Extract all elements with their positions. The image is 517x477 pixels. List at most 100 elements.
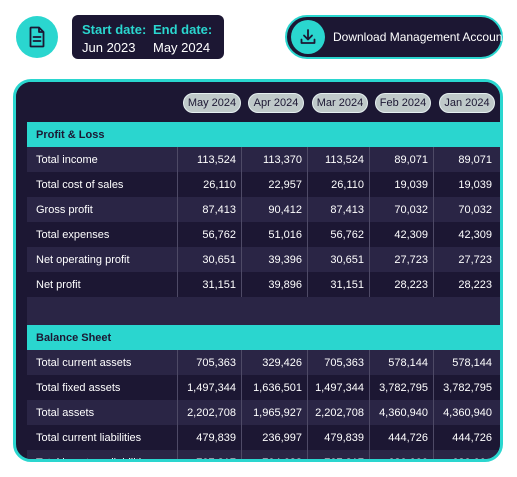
row-value: 42,309	[433, 222, 497, 247]
row-value: 51,016	[241, 222, 307, 247]
download-label: Download Management Accounts	[333, 30, 512, 44]
period-tab-apr-2024[interactable]: Apr 2024	[248, 93, 304, 113]
row-value: 31,151	[177, 272, 241, 297]
row-value: 2,202,708	[177, 400, 241, 425]
row-value: 578,144	[433, 350, 497, 375]
row-value: 26,110	[177, 172, 241, 197]
row-value: 705,363	[307, 350, 369, 375]
row-value: 1,636,501	[241, 375, 307, 400]
row-value: 28,223	[433, 272, 497, 297]
row-value: 30,651	[177, 247, 241, 272]
row-value: 630,000	[369, 450, 433, 459]
row-value: 39,896	[241, 272, 307, 297]
row-value: 236,997	[241, 425, 307, 450]
row-value: 444,726	[369, 425, 433, 450]
period-tab-mar-2024[interactable]: Mar 2024	[312, 93, 368, 113]
balance-sheet-header: Balance Sheet	[27, 325, 500, 350]
row-label: Total cost of sales	[36, 178, 124, 191]
row-value: 89,071	[433, 147, 497, 172]
download-icon	[291, 20, 325, 54]
row-value: 90,412	[241, 197, 307, 222]
row-value: 31,151	[307, 272, 369, 297]
table-row: Total current assets 705,363 329,426 705,36…	[27, 350, 500, 375]
period-tab-feb-2024[interactable]: Feb 2024	[375, 93, 431, 113]
row-value: 70,032	[433, 197, 497, 222]
row-value: 113,524	[177, 147, 241, 172]
profit-loss-rows: Total income 113,524 113,370 113,524 89,071 8…	[27, 147, 500, 297]
row-value: 26,110	[307, 172, 369, 197]
section-spacer	[27, 297, 500, 325]
row-value: 1,965,927	[241, 400, 307, 425]
row-value: 1,497,344	[177, 375, 241, 400]
row-value: 444,726	[433, 425, 497, 450]
row-value: 113,370	[241, 147, 307, 172]
row-value: 707,317	[177, 450, 241, 459]
row-value: 704,633	[241, 450, 307, 459]
row-value: 3,782,795	[433, 375, 497, 400]
document-button[interactable]	[16, 16, 58, 58]
row-value: 19,039	[433, 172, 497, 197]
row-value: 2,202,708	[307, 400, 369, 425]
row-value: 4,360,940	[369, 400, 433, 425]
row-value: 30,651	[307, 247, 369, 272]
table-row: Gross profit 87,413 90,412 87,413 70,032 70,0…	[27, 197, 500, 222]
table-row: Total expenses 56,762 51,016 56,762 42,309 42…	[27, 222, 500, 247]
row-value: 27,723	[433, 247, 497, 272]
accounts-table: Profit & Loss Total income 113,524 113,370…	[27, 122, 500, 460]
start-date: Start date: Jun 2023	[82, 22, 153, 59]
row-label: Total current assets	[36, 356, 132, 369]
row-label: Total assets	[36, 406, 95, 419]
end-date: End date: May 2024	[153, 22, 224, 59]
table-row: Total assets 2,202,708 1,965,927 2,202,708 4…	[27, 400, 500, 425]
row-value: 28,223	[369, 272, 433, 297]
period-tab-jan-2024[interactable]: Jan 2024	[439, 93, 495, 113]
download-management-accounts-button[interactable]: Download Management Accounts	[285, 15, 512, 59]
accounts-table-panel: May 2024 Apr 2024 Mar 2024 Feb 2024 Jan …	[13, 79, 503, 462]
row-label: Total current liabilities	[36, 431, 142, 444]
row-label: Total expenses	[36, 228, 110, 241]
date-range-panel: Start date: Jun 2023 End date: May 2024	[72, 15, 224, 59]
start-date-value: Jun 2023	[82, 40, 136, 55]
row-value: 87,413	[177, 197, 241, 222]
row-value: 39,396	[241, 247, 307, 272]
table-row: Net profit 31,151 39,896 31,151 28,223 28,223	[27, 272, 500, 297]
row-value: 329,426	[241, 350, 307, 375]
end-date-label: End date:	[153, 22, 213, 37]
row-label: Net profit	[36, 278, 81, 291]
row-label: Total fixed assets	[36, 381, 121, 394]
row-value: 1,497,344	[307, 375, 369, 400]
row-value: 87,413	[307, 197, 369, 222]
row-value: 4,360,940	[433, 400, 497, 425]
period-tab-may-2024[interactable]: May 2024	[183, 93, 241, 113]
row-value: 27,723	[369, 247, 433, 272]
row-value: 89,071	[369, 147, 433, 172]
row-value: 56,762	[177, 222, 241, 247]
row-value: 19,039	[369, 172, 433, 197]
period-header: May 2024 Apr 2024 Mar 2024 Feb 2024 Jan …	[16, 82, 500, 122]
row-value: 630,000	[433, 450, 497, 459]
row-value: 22,957	[241, 172, 307, 197]
row-value: 705,363	[177, 350, 241, 375]
row-label: Gross profit	[36, 203, 93, 216]
start-date-label: Start date:	[82, 22, 147, 37]
row-value: 42,309	[369, 222, 433, 247]
table-row: Total long term liabilities707,317704,63…	[27, 450, 500, 460]
profit-loss-header: Profit & Loss	[27, 122, 500, 147]
row-value: 3,782,795	[369, 375, 433, 400]
table-row: Total current liabilities 479,839 236,997 4…	[27, 425, 500, 450]
row-value: 56,762	[307, 222, 369, 247]
document-icon	[29, 26, 45, 48]
table-row: Total income 113,524 113,370 113,524 89,071 8…	[27, 147, 500, 172]
table-row: Total fixed assets 1,497,344 1,636,501 1,49…	[27, 375, 500, 400]
row-label: Total long term liabilities	[27, 450, 177, 460]
row-label: Net operating profit	[36, 253, 130, 266]
balance-sheet-rows: Total current assets 705,363 329,426 705,36…	[27, 350, 500, 460]
row-value: 578,144	[369, 350, 433, 375]
row-value: 113,524	[307, 147, 369, 172]
row-label: Total income	[36, 153, 98, 166]
row-value: 707,317	[307, 450, 369, 459]
table-row: Total cost of sales 26,110 22,957 26,110 19,…	[27, 172, 500, 197]
table-row: Net operating profit 30,651 39,396 30,651 27…	[27, 247, 500, 272]
row-value: 70,032	[369, 197, 433, 222]
row-value: 479,839	[177, 425, 241, 450]
